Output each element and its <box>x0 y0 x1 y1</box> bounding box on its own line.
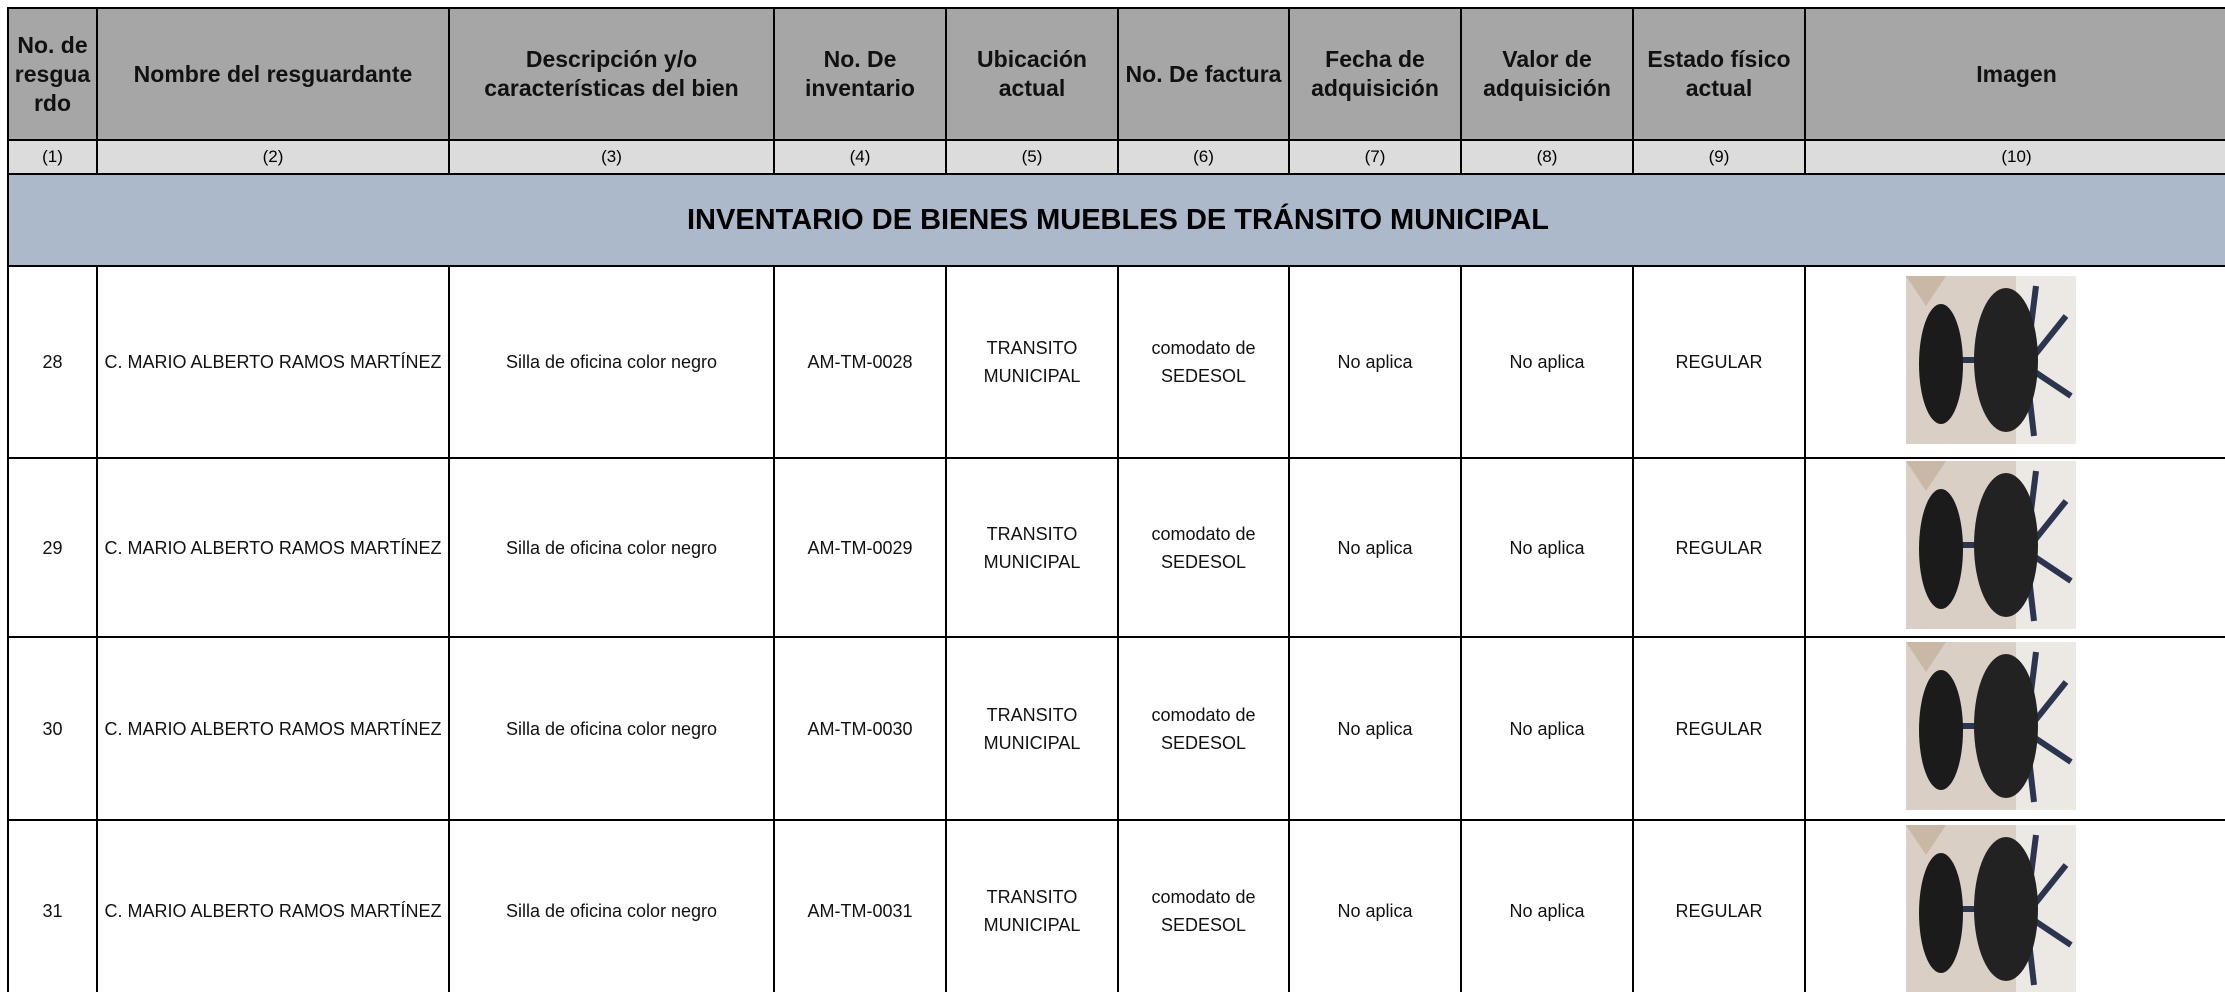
cell: AM-TM-0030 <box>773 636 947 821</box>
chair-photo <box>1906 824 2076 992</box>
cell: comodato de SEDESOL <box>1117 457 1290 638</box>
inventory-table: No. de resguardo Nombre del resguardante D… <box>7 7 2225 992</box>
column-number: (4) <box>773 139 947 175</box>
cell: Silla de oficina color negro <box>448 457 775 638</box>
image-cell <box>1804 636 2225 821</box>
cell: Silla de oficina color negro <box>448 819 775 992</box>
column-header: Nombre del resguardante <box>96 7 450 141</box>
column-header: Ubicación actual <box>945 7 1119 141</box>
column-number: (3) <box>448 139 775 175</box>
cell: TRANSITO MUNICIPAL <box>945 636 1119 821</box>
chair-photo <box>1906 275 2076 444</box>
image-cell <box>1804 819 2225 992</box>
column-number: (8) <box>1460 139 1634 175</box>
column-number: (6) <box>1117 139 1290 175</box>
cell: Silla de oficina color negro <box>448 265 775 459</box>
image-cell <box>1804 457 2225 638</box>
column-number: (5) <box>945 139 1119 175</box>
cell: No aplica <box>1288 457 1462 638</box>
cell: AM-TM-0029 <box>773 457 947 638</box>
cell: No aplica <box>1288 819 1462 992</box>
cell: TRANSITO MUNICIPAL <box>945 457 1119 638</box>
column-number: (10) <box>1804 139 2225 175</box>
column-header: Estado físico actual <box>1632 7 1806 141</box>
cell: TRANSITO MUNICIPAL <box>945 819 1119 992</box>
column-header: No. De inventario <box>773 7 947 141</box>
cell: comodato de SEDESOL <box>1117 636 1290 821</box>
cell: AM-TM-0031 <box>773 819 947 992</box>
cell: comodato de SEDESOL <box>1117 265 1290 459</box>
cell: TRANSITO MUNICIPAL <box>945 265 1119 459</box>
cell: No aplica <box>1288 636 1462 821</box>
column-header: Descripción y/o características del bien <box>448 7 775 141</box>
header-row: No. de resguardo Nombre del resguardante D… <box>7 7 2225 141</box>
cell: No aplica <box>1288 265 1462 459</box>
cell: 29 <box>7 457 98 638</box>
section-title: INVENTARIO DE BIENES MUEBLES DE TRÁNSITO… <box>7 173 2225 267</box>
chair-photo <box>1906 461 2076 629</box>
cell: C. MARIO ALBERTO RAMOS MARTÍNEZ <box>96 819 450 992</box>
cell: AM-TM-0028 <box>773 265 947 459</box>
cell: Silla de oficina color negro <box>448 636 775 821</box>
cell: comodato de SEDESOL <box>1117 819 1290 992</box>
cell: C. MARIO ALBERTO RAMOS MARTÍNEZ <box>96 265 450 459</box>
table-body: No. de resguardo Nombre del resguardante D… <box>7 7 2225 992</box>
cell: No aplica <box>1460 265 1634 459</box>
cell: REGULAR <box>1632 457 1806 638</box>
cell: 31 <box>7 819 98 992</box>
column-number: (2) <box>96 139 450 175</box>
cell: REGULAR <box>1632 265 1806 459</box>
data-row: 28 C. MARIO ALBERTO RAMOS MARTÍNEZ Silla d… <box>7 265 2225 459</box>
chair-photo <box>1906 642 2076 810</box>
data-row: 30 C. MARIO ALBERTO RAMOS MARTÍNEZ Silla d… <box>7 636 2225 821</box>
image-cell <box>1804 265 2225 459</box>
cell: No aplica <box>1460 636 1634 821</box>
column-number: (9) <box>1632 139 1806 175</box>
column-header: Imagen <box>1804 7 2225 141</box>
cell: No aplica <box>1460 819 1634 992</box>
cell: C. MARIO ALBERTO RAMOS MARTÍNEZ <box>96 636 450 821</box>
column-number: (1) <box>7 139 98 175</box>
cell: 28 <box>7 265 98 459</box>
cell: REGULAR <box>1632 819 1806 992</box>
column-number-row: (1) (2) (3) (4) (5) (6) (7) (8) (9) (10) <box>7 139 2225 175</box>
cell: REGULAR <box>1632 636 1806 821</box>
column-number: (7) <box>1288 139 1462 175</box>
data-row: 31 C. MARIO ALBERTO RAMOS MARTÍNEZ Silla d… <box>7 819 2225 992</box>
data-row: 29 C. MARIO ALBERTO RAMOS MARTÍNEZ Silla d… <box>7 457 2225 638</box>
column-header: No. de resguardo <box>7 7 98 141</box>
cell: 30 <box>7 636 98 821</box>
section-row: INVENTARIO DE BIENES MUEBLES DE TRÁNSITO… <box>7 173 2225 267</box>
cell: C. MARIO ALBERTO RAMOS MARTÍNEZ <box>96 457 450 638</box>
column-header: No. De factura <box>1117 7 1290 141</box>
sheet: No. de resguardo Nombre del resguardante D… <box>7 7 2225 992</box>
column-header: Valor de adquisición <box>1460 7 1634 141</box>
column-header: Fecha de adquisición <box>1288 7 1462 141</box>
cell: No aplica <box>1460 457 1634 638</box>
